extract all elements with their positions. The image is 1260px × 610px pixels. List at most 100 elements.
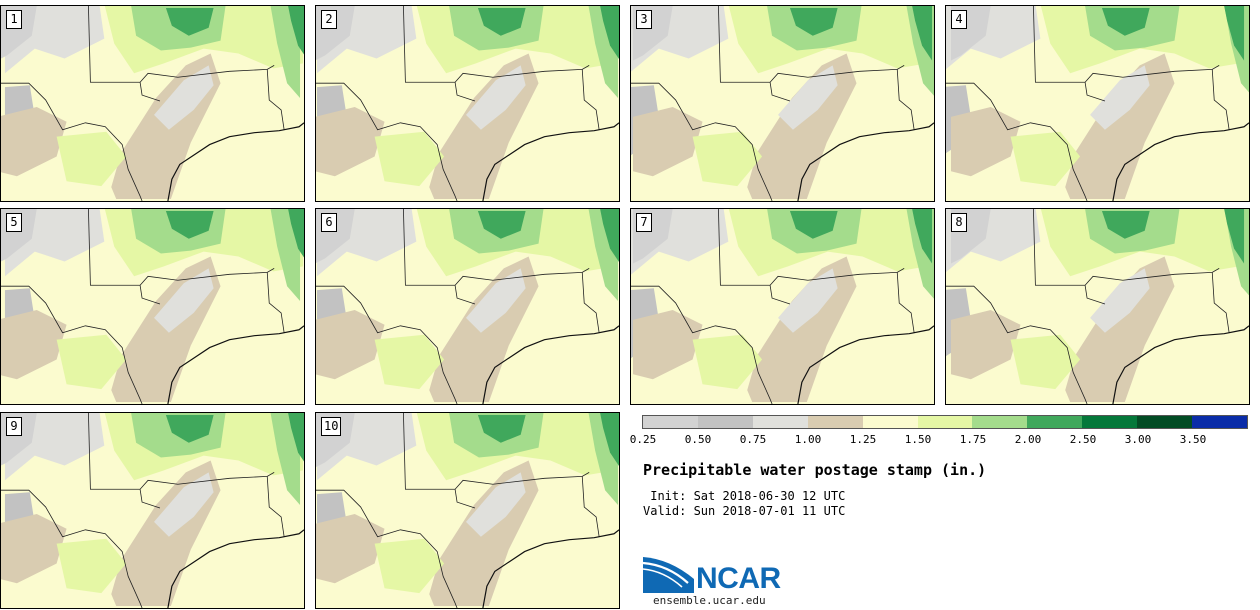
map-field xyxy=(1,6,304,201)
state-border xyxy=(1,209,285,404)
colorbar-segment xyxy=(643,416,698,428)
coastline xyxy=(482,122,619,201)
pw-contour-area xyxy=(950,106,1021,177)
coastline xyxy=(167,122,304,201)
pw-contour-area xyxy=(1101,7,1150,36)
pw-contour-area xyxy=(632,106,703,177)
pw-contour-area xyxy=(165,414,214,443)
pw-contour-area xyxy=(316,513,385,584)
pw-contour-area xyxy=(1010,334,1081,390)
pw-contour-area xyxy=(270,209,301,302)
colorbar-tick-label: 1.25 xyxy=(849,433,877,446)
colorbar-tick-label: 0.50 xyxy=(684,433,712,446)
member-number: 9 xyxy=(6,417,22,436)
pw-contour-area xyxy=(288,413,304,462)
pw-contour-area xyxy=(600,6,619,59)
colorbar-segment xyxy=(752,416,808,428)
coastline xyxy=(797,122,934,201)
map-field xyxy=(1,413,304,608)
colorbar-tick-label: 1.50 xyxy=(904,433,932,446)
member-panel-7: 7 xyxy=(630,208,935,405)
colorbar-tick-label: 3.00 xyxy=(1124,433,1152,446)
state-border xyxy=(946,209,1230,404)
colorbar-segment xyxy=(697,416,753,428)
map-field xyxy=(631,209,934,404)
map-field xyxy=(316,6,619,201)
pw-contour-area xyxy=(153,472,214,537)
member-number: 2 xyxy=(321,10,337,29)
member-number: 4 xyxy=(951,10,967,29)
pw-contour-area xyxy=(316,309,385,380)
map-field xyxy=(946,6,1249,201)
member-panel-3: 3 xyxy=(630,5,935,202)
pw-contour-area xyxy=(477,210,526,239)
pw-contour-area xyxy=(316,106,385,177)
colorbar-segment xyxy=(1082,416,1138,428)
pw-contour-area xyxy=(165,7,214,36)
map-field xyxy=(946,209,1249,404)
pw-contour-area xyxy=(1224,6,1245,61)
pw-contour-area xyxy=(466,268,526,333)
map-field xyxy=(316,413,619,608)
pw-contour-area xyxy=(165,210,214,239)
pw-contour-area xyxy=(789,210,838,239)
colorbar-segment xyxy=(1137,416,1193,428)
colorbar-segment xyxy=(807,416,863,428)
member-number: 8 xyxy=(951,213,967,232)
ncar-logo-icon xyxy=(642,557,694,593)
colorbar-segment xyxy=(917,416,973,428)
coastline xyxy=(167,529,304,608)
member-number: 5 xyxy=(6,213,22,232)
member-number: 6 xyxy=(321,213,337,232)
state-border xyxy=(631,209,915,404)
pw-contour-area xyxy=(56,334,127,390)
pw-contour-area xyxy=(912,6,933,61)
member-panel-6: 6 xyxy=(315,208,620,405)
pw-contour-area xyxy=(1101,210,1150,239)
pw-contour-area xyxy=(692,131,763,187)
coastline xyxy=(1112,122,1249,201)
member-panel-1: 1 xyxy=(0,5,305,202)
pw-contour-area xyxy=(778,268,838,333)
colorbar-tick-label: 3.50 xyxy=(1179,433,1207,446)
state-border xyxy=(316,6,600,201)
member-number: 3 xyxy=(636,10,652,29)
member-number: 10 xyxy=(321,417,342,436)
state-border xyxy=(316,413,600,608)
member-number: 7 xyxy=(636,213,652,232)
pw-contour-area xyxy=(1090,65,1150,130)
pw-contour-area xyxy=(466,472,526,537)
coastline xyxy=(482,529,619,608)
pw-contour-area xyxy=(466,65,526,130)
coastline xyxy=(1112,325,1249,404)
pw-contour-area xyxy=(778,65,838,130)
coastline xyxy=(482,325,619,404)
state-border xyxy=(631,6,915,201)
member-panel-9: 9 xyxy=(0,412,305,609)
pw-contour-area xyxy=(153,268,214,333)
pw-contour-area xyxy=(56,131,127,187)
pw-contour-area xyxy=(1,106,67,177)
site-url: ensemble.ucar.edu xyxy=(653,594,766,607)
colorbar-ticks: 0.25 0.50 0.75 1.00 1.25 1.50 1.75 2.00 … xyxy=(629,433,1207,447)
pw-contour-area xyxy=(692,334,763,390)
ncar-logo-text: NCAR xyxy=(696,562,781,595)
colorbar-tick-label: 1.75 xyxy=(959,433,987,446)
pw-contour-area xyxy=(153,65,214,130)
pw-contour-area xyxy=(632,309,703,380)
figure-title: Precipitable water postage stamp (in.) xyxy=(643,461,987,479)
colorbar-tick-label: 1.00 xyxy=(794,433,822,446)
map-field xyxy=(1,209,304,404)
pw-contour-area xyxy=(270,6,301,99)
colorbar-tick-label: 2.50 xyxy=(1069,433,1097,446)
state-border xyxy=(1,6,285,201)
pw-contour-area xyxy=(1090,268,1150,333)
pw-contour-area xyxy=(374,334,445,390)
colorbar-segment xyxy=(972,416,1028,428)
pw-contour-area xyxy=(912,209,933,264)
member-panel-5: 5 xyxy=(0,208,305,405)
member-panel-8: 8 xyxy=(945,208,1250,405)
colorbar-segment xyxy=(1027,416,1083,428)
state-border xyxy=(316,209,600,404)
pw-contour-area xyxy=(477,7,526,36)
